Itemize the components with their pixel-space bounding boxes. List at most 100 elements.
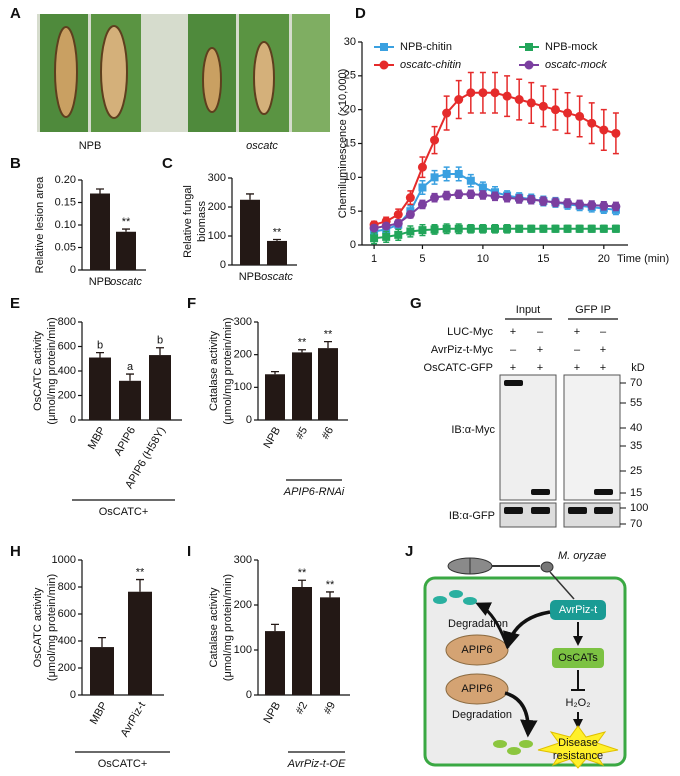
point [406, 227, 415, 236]
error-bar [122, 228, 130, 232]
lesion [202, 47, 222, 113]
bar [90, 193, 110, 270]
point [587, 118, 597, 128]
row-label: LUC-Myc [447, 326, 493, 338]
x-tick-label: NPB [239, 271, 262, 283]
y-axis-label: Relative lesion area [34, 176, 46, 273]
apip6 [445, 673, 509, 705]
point [430, 173, 439, 182]
photo-label: NPB [79, 140, 102, 152]
bar [149, 355, 171, 420]
point [611, 224, 620, 233]
band [568, 507, 587, 514]
target-label: OsCATs [558, 652, 598, 664]
legend-marker [524, 60, 534, 70]
y-tick-label: 0.20 [55, 174, 76, 186]
point [502, 193, 512, 203]
lesion [253, 41, 275, 115]
point [491, 224, 499, 233]
y-tick-label: 0 [70, 414, 76, 426]
y-axis-label: (μmol/mg protein/min) [222, 317, 234, 424]
blot-panel [499, 502, 557, 528]
x-tick-label: #6 [320, 425, 337, 442]
point [478, 88, 488, 98]
x-tick-label: NPB [261, 425, 283, 451]
y-tick-label: 100 [234, 644, 252, 656]
point [503, 224, 512, 233]
blot-panel [563, 374, 621, 501]
point [430, 135, 440, 145]
x-tick-label: MBP [88, 700, 110, 727]
point [575, 111, 585, 121]
error-bar [298, 579, 306, 587]
point [563, 224, 572, 233]
y-tick-label: 30 [344, 36, 356, 48]
panel-letter: D [355, 5, 366, 22]
marker-label: 25 [630, 465, 642, 477]
bar [265, 374, 285, 420]
sign: – [510, 344, 517, 356]
point [442, 169, 451, 178]
y-tick-label: 600 [58, 608, 76, 620]
panel-letter: A [10, 5, 21, 22]
appressorium [540, 561, 554, 573]
bar [90, 647, 114, 695]
group-label: AvrPiz-t-OE [287, 758, 347, 770]
panel-letter: H [10, 543, 21, 560]
ib-label: IB:α-Myc [451, 424, 495, 436]
y-tick-label: 200 [58, 662, 76, 674]
point [442, 108, 452, 118]
sign: – [574, 344, 581, 356]
x-tick-label: oscatc [261, 271, 293, 283]
blot-header: Input [516, 304, 540, 316]
legend-label: NPB-mock [545, 41, 598, 53]
point [599, 224, 608, 233]
point [611, 201, 621, 211]
x-tick-label: 1 [371, 253, 377, 265]
fragment [433, 596, 447, 604]
point [454, 189, 464, 199]
sign: + [574, 326, 580, 338]
x-tick-label: #5 [294, 425, 311, 442]
target-box [552, 648, 604, 668]
x-tick-label: NPB [89, 276, 112, 288]
x-tick-label: #2 [294, 700, 311, 717]
x-tick-label: MBP [86, 425, 108, 452]
annotation: a [127, 361, 134, 373]
point [430, 193, 440, 203]
error-bar [156, 347, 164, 356]
error-bar [126, 373, 134, 381]
group-label: APIP6-RNAi [283, 486, 345, 498]
photo-label: oscatc [246, 140, 278, 152]
pathogen-label: M. oryzae [558, 550, 606, 562]
legend-marker [525, 43, 533, 51]
y-tick-label: 0 [246, 689, 252, 701]
y-axis-label: (μmol/mg protein/min) [222, 574, 234, 681]
error-bar [96, 188, 104, 194]
panel-letter: B [10, 155, 21, 172]
starburst [537, 725, 619, 769]
annotation: ** [122, 216, 131, 228]
cell [423, 576, 627, 767]
y-axis-label: (μmol/mg protein/min) [46, 317, 58, 424]
point [575, 199, 585, 209]
point [551, 224, 560, 233]
point [418, 226, 427, 235]
point [442, 224, 451, 233]
point [526, 195, 536, 205]
point [430, 225, 439, 234]
arrow [475, 602, 510, 649]
error-bar [326, 591, 334, 598]
bar [265, 631, 285, 695]
point [466, 189, 476, 199]
band [504, 380, 523, 386]
marker-label: 70 [630, 377, 642, 389]
bar [318, 348, 338, 420]
point [418, 183, 427, 192]
sign: + [510, 362, 516, 374]
degradation-label: Degradation [448, 618, 508, 630]
point [527, 224, 536, 233]
row-label: OsCATC-GFP [424, 362, 493, 374]
point [369, 223, 379, 233]
